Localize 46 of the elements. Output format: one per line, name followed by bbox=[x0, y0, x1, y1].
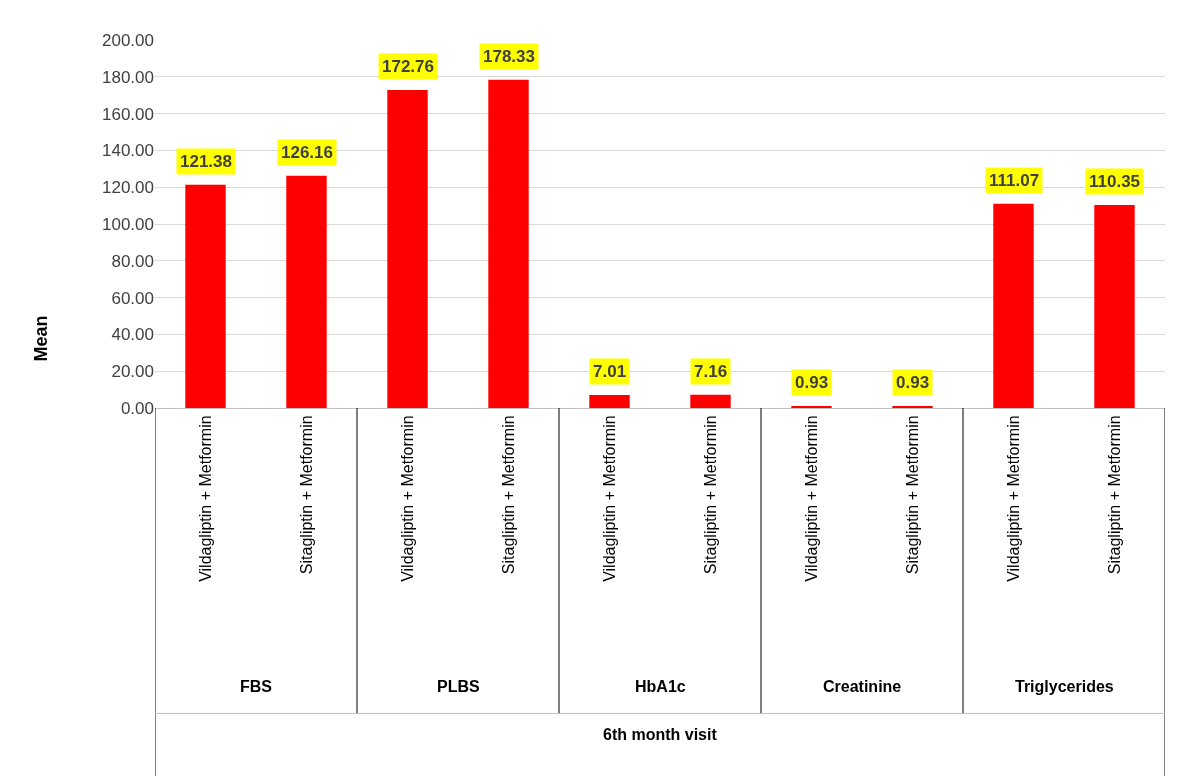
x-tick-label: Vildagliptin + Metformin bbox=[802, 415, 820, 582]
bar bbox=[993, 203, 1034, 408]
x-tick-label: Vildagliptin + Metformin bbox=[600, 415, 618, 582]
y-tick-label: 0.00 bbox=[120, 398, 154, 418]
x-tick-label: Sitagliptin + Metformin bbox=[903, 415, 921, 575]
data-label: 178.33 bbox=[483, 47, 535, 66]
x-tick-label: Sitagliptin + Metformin bbox=[701, 415, 719, 575]
y-tick-label: 20.00 bbox=[111, 362, 154, 382]
data-label: 111.07 bbox=[989, 171, 1040, 190]
data-label: 0.93 bbox=[795, 373, 829, 392]
bar bbox=[286, 175, 327, 408]
x-tick-label: Vildagliptin + Metformin bbox=[196, 415, 214, 582]
y-tick-label: 40.00 bbox=[111, 325, 154, 345]
y-tick-label: 180.00 bbox=[102, 67, 154, 87]
bar bbox=[488, 79, 529, 408]
y-axis-title: Mean bbox=[30, 315, 51, 362]
text: HbA1c bbox=[635, 678, 686, 695]
data-label: 121.38 bbox=[180, 152, 232, 171]
data-label: 0.93 bbox=[896, 373, 930, 392]
data-label: 110.35 bbox=[1089, 172, 1141, 191]
y-tick-label: 140.00 bbox=[102, 141, 154, 161]
bar bbox=[387, 90, 428, 408]
data-label: 126.16 bbox=[281, 143, 333, 162]
text: 6th month visit bbox=[603, 726, 718, 743]
y-tick-label: 120.00 bbox=[102, 178, 154, 198]
text: Triglycerides bbox=[1015, 678, 1114, 695]
y-tick-label: 160.00 bbox=[102, 104, 154, 124]
text: Creatinine bbox=[823, 678, 902, 695]
y-tick-label: 200.00 bbox=[102, 30, 154, 50]
x-tick-label: Vildagliptin + Metformin bbox=[1004, 415, 1022, 582]
bar bbox=[1094, 204, 1135, 408]
bar bbox=[185, 184, 226, 408]
data-label: 7.16 bbox=[694, 362, 728, 381]
bar bbox=[690, 394, 731, 408]
text: FBS bbox=[240, 678, 273, 695]
x-tick-label: Sitagliptin + Metformin bbox=[297, 415, 315, 575]
y-tick-label: 100.00 bbox=[102, 214, 154, 234]
x-tick-label: Vildagliptin + Metformin bbox=[398, 415, 416, 582]
bar bbox=[589, 395, 630, 408]
x-tick-label: Sitagliptin + Metformin bbox=[1105, 415, 1123, 575]
y-tick-label: 80.00 bbox=[111, 251, 154, 271]
text: PLBS bbox=[437, 678, 480, 695]
data-label: 172.76 bbox=[382, 57, 434, 76]
data-label: 7.01 bbox=[593, 362, 627, 381]
y-tick-label: 60.00 bbox=[111, 288, 154, 308]
x-tick-label: Sitagliptin + Metformin bbox=[499, 415, 517, 575]
